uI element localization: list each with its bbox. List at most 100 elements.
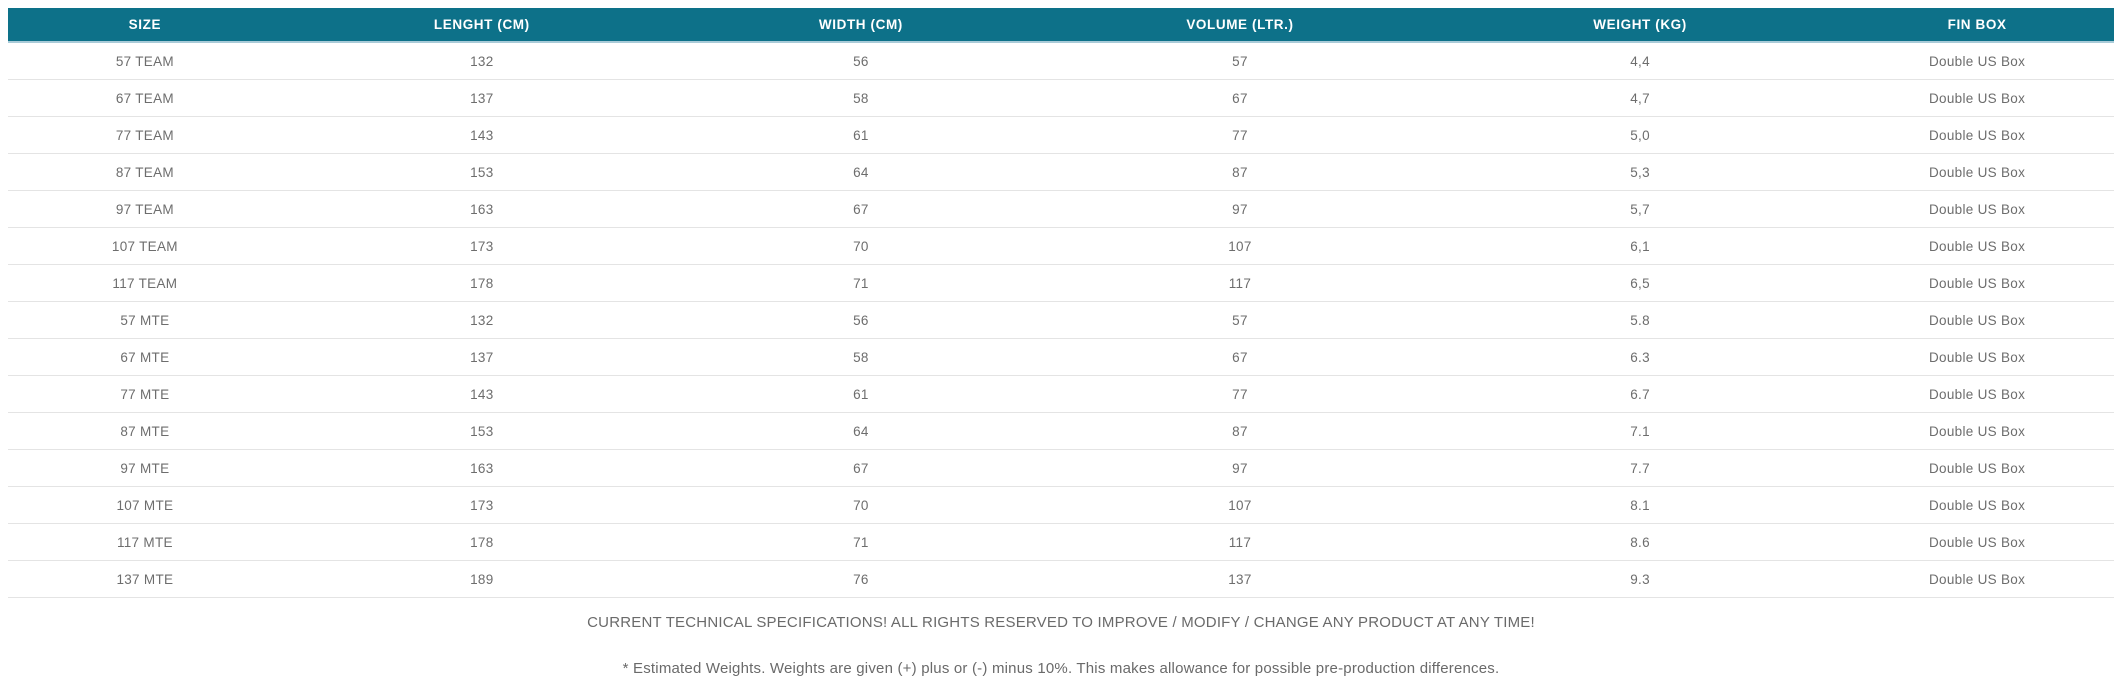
column-header-fin-box: FIN BOX bbox=[1840, 8, 2114, 43]
cell-width-cm: 71 bbox=[681, 523, 1040, 561]
cell-fin-box: Double US Box bbox=[1840, 227, 2114, 265]
table-row: 107 MTE 173 70 107 8.1 Double US Box bbox=[8, 486, 2114, 524]
cell-volume-ltr: 87 bbox=[1039, 153, 1441, 191]
table-row: 77 TEAM 143 61 77 5,0 Double US Box bbox=[8, 116, 2114, 154]
cell-fin-box: Double US Box bbox=[1840, 523, 2114, 561]
cell-lenght-cm: 137 bbox=[281, 79, 682, 117]
spec-table: SIZE LENGHT (CM) WIDTH (CM) VOLUME (LTR.) WE… bbox=[8, 8, 2114, 598]
cell-width-cm: 67 bbox=[681, 449, 1040, 487]
cell-volume-ltr: 67 bbox=[1039, 79, 1441, 117]
cell-weight-kg: 4,7 bbox=[1440, 79, 1841, 117]
cell-width-cm: 67 bbox=[681, 190, 1040, 228]
cell-fin-box: Double US Box bbox=[1840, 153, 2114, 191]
cell-volume-ltr: 107 bbox=[1039, 227, 1441, 265]
cell-size: 87 TEAM bbox=[8, 153, 282, 191]
disclaimer-text: CURRENT TECHNICAL SPECIFICATIONS! ALL RI… bbox=[587, 614, 1535, 631]
cell-fin-box: Double US Box bbox=[1840, 264, 2114, 302]
cell-lenght-cm: 163 bbox=[281, 190, 682, 228]
cell-size: 57 TEAM bbox=[8, 42, 282, 80]
table-row: 87 MTE 153 64 87 7.1 Double US Box bbox=[8, 412, 2114, 450]
cell-width-cm: 61 bbox=[681, 375, 1040, 413]
table-row: 137 MTE 189 76 137 9.3 Double US Box bbox=[8, 560, 2114, 598]
cell-fin-box: Double US Box bbox=[1840, 560, 2114, 598]
cell-weight-kg: 5,0 bbox=[1440, 116, 1841, 154]
cell-width-cm: 64 bbox=[681, 153, 1040, 191]
cell-volume-ltr: 117 bbox=[1039, 523, 1441, 561]
cell-weight-kg: 7.7 bbox=[1440, 449, 1841, 487]
table-body: 57 TEAM 132 56 57 4,4 Double US Box 67 TEAM 137… bbox=[8, 42, 2114, 598]
cell-fin-box: Double US Box bbox=[1840, 375, 2114, 413]
cell-size: 107 MTE bbox=[8, 486, 282, 524]
cell-size: 117 MTE bbox=[8, 523, 282, 561]
cell-lenght-cm: 132 bbox=[281, 301, 682, 339]
cell-weight-kg: 9.3 bbox=[1440, 560, 1841, 598]
cell-size: 97 MTE bbox=[8, 449, 282, 487]
cell-weight-kg: 6.3 bbox=[1440, 338, 1841, 376]
table-row: 57 MTE 132 56 57 5.8 Double US Box bbox=[8, 301, 2114, 339]
table-row: 57 TEAM 132 56 57 4,4 Double US Box bbox=[8, 42, 2114, 80]
cell-weight-kg: 6,1 bbox=[1440, 227, 1841, 265]
cell-width-cm: 56 bbox=[681, 301, 1040, 339]
cell-width-cm: 61 bbox=[681, 116, 1040, 154]
cell-fin-box: Double US Box bbox=[1840, 116, 2114, 154]
cell-lenght-cm: 178 bbox=[281, 523, 682, 561]
cell-volume-ltr: 77 bbox=[1039, 116, 1441, 154]
table-header: SIZE LENGHT (CM) WIDTH (CM) VOLUME (LTR.) WE… bbox=[8, 8, 2114, 43]
weights-note-text: * Estimated Weights. Weights are given (… bbox=[622, 660, 1500, 677]
cell-volume-ltr: 87 bbox=[1039, 412, 1441, 450]
table-row: 67 MTE 137 58 67 6.3 Double US Box bbox=[8, 338, 2114, 376]
cell-lenght-cm: 143 bbox=[281, 116, 682, 154]
cell-size: 57 MTE bbox=[8, 301, 282, 339]
cell-lenght-cm: 143 bbox=[281, 375, 682, 413]
cell-fin-box: Double US Box bbox=[1840, 79, 2114, 117]
cell-width-cm: 71 bbox=[681, 264, 1040, 302]
cell-fin-box: Double US Box bbox=[1840, 301, 2114, 339]
cell-lenght-cm: 153 bbox=[281, 153, 682, 191]
cell-lenght-cm: 178 bbox=[281, 264, 682, 302]
cell-size: 117 TEAM bbox=[8, 264, 282, 302]
cell-fin-box: Double US Box bbox=[1840, 42, 2114, 80]
cell-weight-kg: 4,4 bbox=[1440, 42, 1841, 80]
cell-fin-box: Double US Box bbox=[1840, 190, 2114, 228]
table-row: 77 MTE 143 61 77 6.7 Double US Box bbox=[8, 375, 2114, 413]
cell-lenght-cm: 173 bbox=[281, 227, 682, 265]
cell-weight-kg: 7.1 bbox=[1440, 412, 1841, 450]
cell-width-cm: 70 bbox=[681, 227, 1040, 265]
cell-width-cm: 70 bbox=[681, 486, 1040, 524]
cell-size: 97 TEAM bbox=[8, 190, 282, 228]
table-row: 117 MTE 178 71 117 8.6 Double US Box bbox=[8, 523, 2114, 561]
cell-weight-kg: 6.7 bbox=[1440, 375, 1841, 413]
cell-size: 77 TEAM bbox=[8, 116, 282, 154]
cell-volume-ltr: 67 bbox=[1039, 338, 1441, 376]
cell-fin-box: Double US Box bbox=[1840, 412, 2114, 450]
table-row: 97 TEAM 163 67 97 5,7 Double US Box bbox=[8, 190, 2114, 228]
cell-lenght-cm: 173 bbox=[281, 486, 682, 524]
cell-lenght-cm: 189 bbox=[281, 560, 682, 598]
cell-volume-ltr: 77 bbox=[1039, 375, 1441, 413]
cell-weight-kg: 8.1 bbox=[1440, 486, 1841, 524]
cell-width-cm: 76 bbox=[681, 560, 1040, 598]
cell-volume-ltr: 107 bbox=[1039, 486, 1441, 524]
column-header-volume-ltr: VOLUME (LTR.) bbox=[1039, 8, 1441, 43]
cell-size: 77 MTE bbox=[8, 375, 282, 413]
cell-fin-box: Double US Box bbox=[1840, 486, 2114, 524]
cell-weight-kg: 5,3 bbox=[1440, 153, 1841, 191]
cell-volume-ltr: 117 bbox=[1039, 264, 1441, 302]
cell-width-cm: 56 bbox=[681, 42, 1040, 80]
cell-lenght-cm: 137 bbox=[281, 338, 682, 376]
cell-fin-box: Double US Box bbox=[1840, 449, 2114, 487]
cell-lenght-cm: 163 bbox=[281, 449, 682, 487]
cell-size: 107 TEAM bbox=[8, 227, 282, 265]
table-row: 97 MTE 163 67 97 7.7 Double US Box bbox=[8, 449, 2114, 487]
table-row: 87 TEAM 153 64 87 5,3 Double US Box bbox=[8, 153, 2114, 191]
column-header-size: SIZE bbox=[8, 8, 282, 43]
table-header-row: SIZE LENGHT (CM) WIDTH (CM) VOLUME (LTR.) WE… bbox=[8, 8, 2114, 43]
cell-weight-kg: 6,5 bbox=[1440, 264, 1841, 302]
cell-weight-kg: 8.6 bbox=[1440, 523, 1841, 561]
cell-width-cm: 58 bbox=[681, 338, 1040, 376]
cell-size: 87 MTE bbox=[8, 412, 282, 450]
cell-volume-ltr: 137 bbox=[1039, 560, 1441, 598]
cell-width-cm: 64 bbox=[681, 412, 1040, 450]
cell-weight-kg: 5,7 bbox=[1440, 190, 1841, 228]
